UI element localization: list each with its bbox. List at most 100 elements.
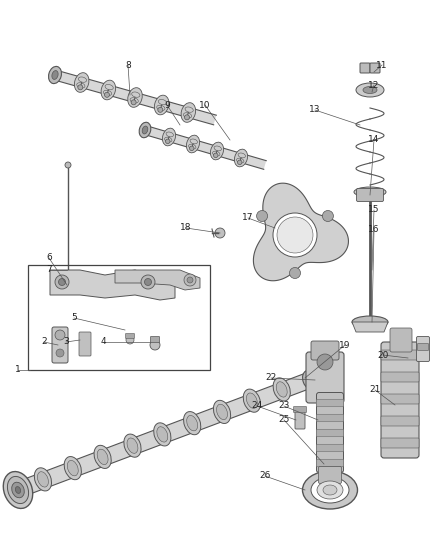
Ellipse shape [12,482,24,498]
FancyBboxPatch shape [390,328,412,352]
Text: 16: 16 [368,225,380,235]
Ellipse shape [34,468,52,491]
Ellipse shape [187,415,198,431]
Text: 10: 10 [199,101,211,109]
Circle shape [213,153,218,158]
Circle shape [150,340,160,350]
Ellipse shape [247,393,258,408]
Ellipse shape [74,72,89,92]
Polygon shape [352,322,388,332]
Ellipse shape [64,457,81,480]
Text: 17: 17 [242,214,254,222]
Ellipse shape [352,316,388,328]
Ellipse shape [154,423,171,446]
Ellipse shape [323,485,337,495]
Ellipse shape [303,471,357,509]
Circle shape [55,275,69,289]
Ellipse shape [273,378,290,401]
Circle shape [322,211,333,222]
Text: 9: 9 [164,101,170,109]
FancyBboxPatch shape [316,399,344,407]
Circle shape [166,139,170,143]
FancyBboxPatch shape [52,327,68,363]
Ellipse shape [94,445,111,469]
Circle shape [78,85,83,90]
Text: 1: 1 [15,366,21,375]
Ellipse shape [213,400,231,424]
Circle shape [190,146,194,150]
FancyBboxPatch shape [381,372,419,382]
FancyBboxPatch shape [293,407,307,413]
Ellipse shape [124,434,141,457]
Text: 11: 11 [376,61,388,69]
Text: 14: 14 [368,135,380,144]
Text: 13: 13 [309,106,321,115]
Ellipse shape [243,389,261,412]
FancyBboxPatch shape [417,336,430,361]
Ellipse shape [303,370,318,390]
FancyBboxPatch shape [381,350,419,360]
FancyBboxPatch shape [357,189,384,201]
Ellipse shape [162,128,176,146]
FancyBboxPatch shape [316,429,344,437]
Circle shape [317,354,333,370]
Ellipse shape [216,404,227,419]
FancyBboxPatch shape [316,459,344,467]
Ellipse shape [142,126,148,134]
Circle shape [257,211,268,222]
Polygon shape [50,270,175,300]
Text: 5: 5 [71,313,77,322]
Ellipse shape [127,438,138,454]
Ellipse shape [234,149,247,167]
Ellipse shape [97,449,108,465]
FancyBboxPatch shape [79,332,91,356]
Ellipse shape [356,83,384,97]
Ellipse shape [139,122,151,138]
Circle shape [237,160,242,165]
Circle shape [184,115,190,120]
Circle shape [215,228,225,238]
Ellipse shape [181,103,196,122]
FancyBboxPatch shape [381,342,419,458]
Text: 2: 2 [41,337,47,346]
Circle shape [131,100,136,105]
Circle shape [277,217,313,253]
FancyBboxPatch shape [295,409,305,429]
Text: 6: 6 [46,254,52,262]
FancyBboxPatch shape [318,466,342,483]
Ellipse shape [49,67,61,84]
Ellipse shape [4,472,33,508]
Text: 15: 15 [368,206,380,214]
Ellipse shape [52,70,58,79]
Ellipse shape [187,135,200,153]
Ellipse shape [157,427,168,442]
Text: 20: 20 [377,351,389,359]
Text: 3: 3 [63,337,69,346]
FancyBboxPatch shape [306,352,344,403]
FancyBboxPatch shape [311,341,339,360]
FancyBboxPatch shape [417,343,428,351]
FancyBboxPatch shape [381,416,419,426]
Ellipse shape [210,142,223,160]
Ellipse shape [38,472,48,487]
Bar [28,265,210,370]
Circle shape [59,279,66,286]
Text: 7: 7 [46,265,52,274]
Text: 23: 23 [278,401,290,410]
Ellipse shape [15,487,21,494]
Circle shape [145,279,152,286]
Polygon shape [53,70,216,125]
Ellipse shape [311,477,349,503]
Ellipse shape [7,477,28,504]
Circle shape [55,330,65,340]
Circle shape [56,349,64,357]
Text: 21: 21 [369,385,381,394]
Circle shape [65,287,71,293]
Ellipse shape [128,88,142,107]
Ellipse shape [155,95,169,115]
FancyBboxPatch shape [126,334,134,338]
Circle shape [187,277,193,283]
Polygon shape [15,373,313,497]
Circle shape [105,92,110,98]
Text: 8: 8 [125,61,131,69]
